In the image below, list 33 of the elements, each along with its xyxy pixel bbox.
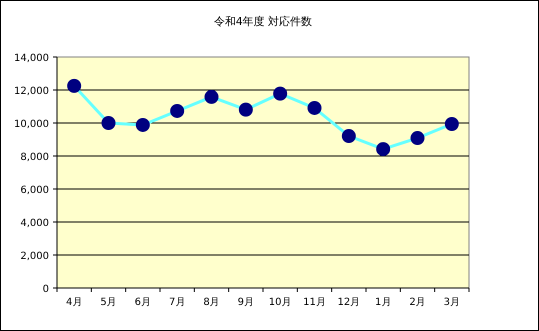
x-tick-label: 4月 (66, 297, 82, 308)
chart-title: 令和4年度 対応件数 (214, 15, 312, 28)
point (204, 90, 218, 104)
point (410, 131, 424, 146)
x-tick-label: 11月 (303, 297, 326, 308)
point (102, 116, 116, 130)
point (238, 102, 253, 117)
y-tick-label: 6,000 (20, 185, 49, 196)
y-tick-label: 14,000 (14, 53, 49, 64)
x-tick-label: 7月 (168, 297, 186, 308)
y-tick-label: 2,000 (20, 251, 49, 262)
x-tick-label: 9月 (238, 297, 254, 308)
point (273, 86, 288, 101)
x-tick-label: 6月 (134, 297, 152, 308)
point (136, 118, 150, 132)
point (376, 142, 390, 156)
x-tick-label: 10月 (268, 297, 292, 308)
x-tick-label: 3月 (444, 297, 460, 308)
point (170, 104, 184, 118)
point (342, 129, 356, 144)
x-tick-label: 5月 (100, 297, 117, 308)
x-tick-label: 12月 (337, 297, 360, 308)
point (67, 78, 82, 93)
x-tick-label: 8月 (203, 297, 220, 308)
y-tick-label: 8,000 (20, 152, 49, 163)
point (444, 116, 459, 131)
x-tick-label: 1月 (374, 297, 392, 308)
y-tick-label: 4,000 (20, 218, 49, 229)
point (308, 100, 322, 115)
y-tick-label: 12,000 (14, 86, 49, 97)
x-tick-label: 2月 (409, 297, 426, 308)
y-tick-label: 0 (42, 284, 49, 295)
y-tick-label: 10,000 (14, 119, 49, 130)
